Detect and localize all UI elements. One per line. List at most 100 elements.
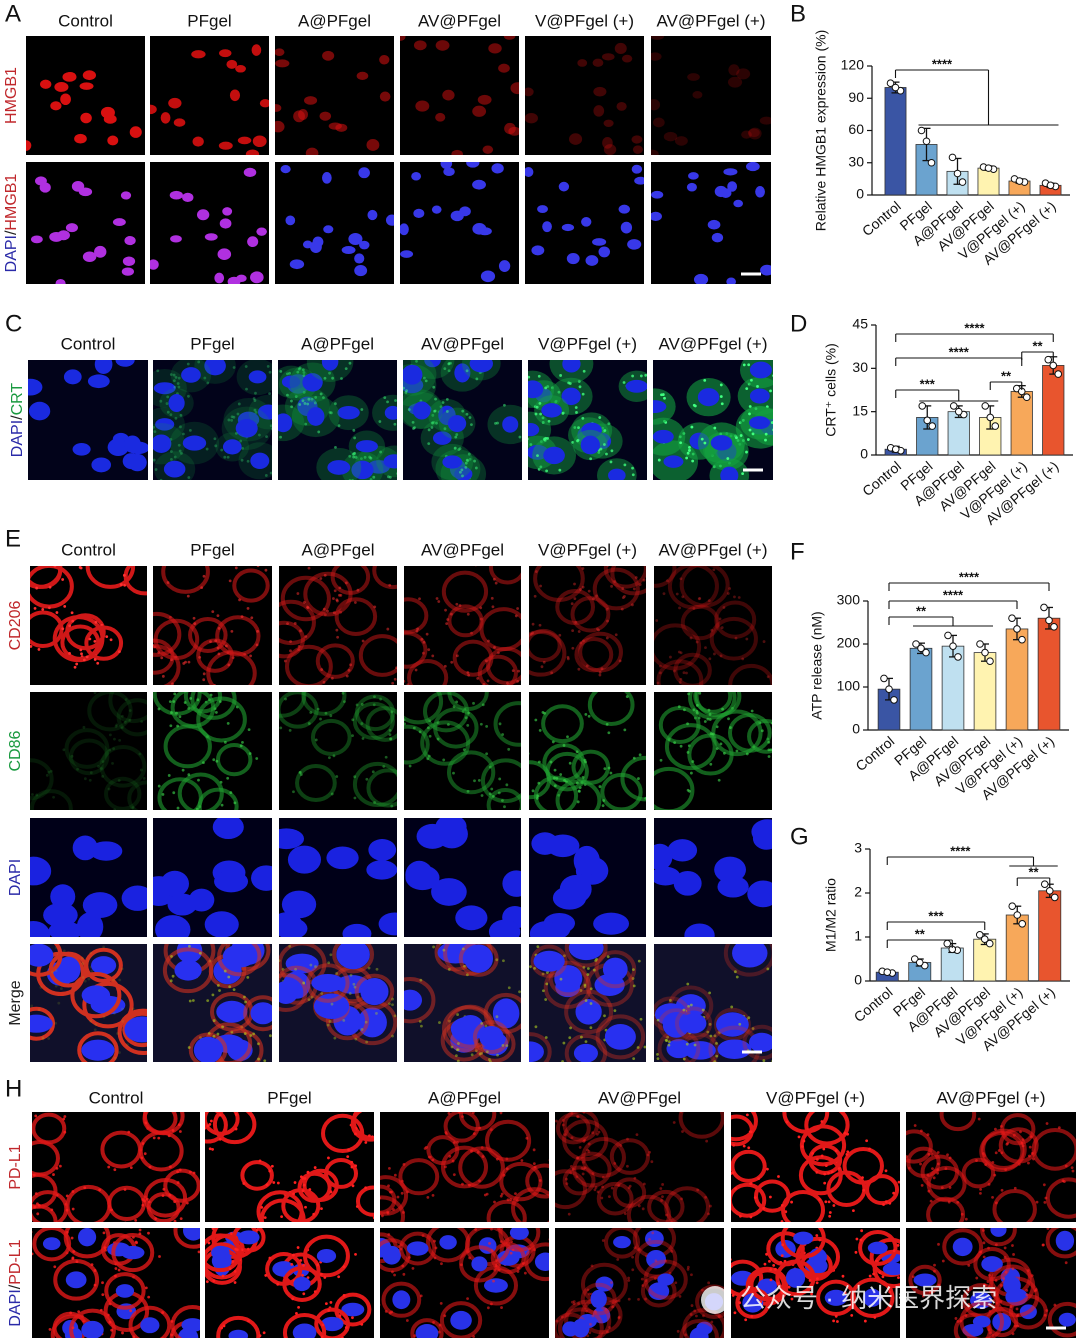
speckle	[884, 1169, 888, 1173]
speckle	[941, 1259, 945, 1263]
membrane	[128, 1305, 172, 1338]
speckle	[329, 953, 333, 957]
data-point	[1018, 635, 1026, 644]
speckle	[765, 1252, 768, 1256]
speckle	[177, 385, 181, 389]
speckle	[582, 965, 586, 969]
speckle	[749, 1215, 753, 1219]
speckle	[521, 1262, 525, 1265]
speckle	[83, 777, 87, 781]
speckle	[868, 1147, 871, 1151]
membrane	[99, 744, 147, 788]
speckle	[691, 760, 695, 763]
speckle	[601, 1175, 605, 1179]
speckle	[539, 440, 543, 443]
speckle	[288, 729, 292, 732]
membrane	[366, 768, 397, 808]
speckle	[258, 1159, 262, 1163]
speckle	[169, 979, 173, 983]
nucleus	[257, 404, 272, 420]
speckle	[120, 967, 124, 971]
speckle	[111, 762, 114, 765]
significance-label: **	[1032, 338, 1043, 353]
speckle	[55, 1166, 59, 1170]
speckle	[249, 1034, 253, 1037]
nucleus	[688, 172, 699, 180]
speckle	[118, 738, 122, 742]
nucleus	[680, 1013, 707, 1034]
speckle	[759, 1300, 763, 1304]
speckle	[118, 978, 122, 982]
speckle	[171, 682, 174, 685]
speckle	[661, 393, 665, 396]
speckle	[158, 1255, 161, 1258]
speckle	[352, 982, 356, 986]
nucleus	[952, 1237, 973, 1257]
membrane	[441, 570, 489, 613]
data-point	[1054, 370, 1063, 378]
speckle	[170, 457, 173, 461]
speckle	[360, 722, 364, 725]
nucleus	[82, 70, 97, 81]
speckle	[605, 636, 609, 640]
speckle	[582, 1167, 586, 1171]
speckle	[128, 718, 132, 722]
membrane	[775, 1259, 816, 1297]
micrograph-bg	[555, 1112, 724, 1222]
speckle	[706, 717, 710, 721]
speckle	[577, 1302, 581, 1305]
speckle	[854, 1250, 858, 1254]
speckle	[1021, 1144, 1025, 1148]
panel-label: A	[5, 0, 21, 27]
speckle	[134, 1218, 138, 1222]
membrane	[447, 604, 484, 638]
micrograph	[731, 1112, 900, 1222]
speckle	[294, 395, 298, 398]
micrograph	[400, 36, 519, 155]
data-point	[958, 178, 967, 186]
speckle	[966, 1337, 970, 1338]
speckle	[709, 1034, 713, 1038]
speckle	[218, 700, 222, 703]
data-point	[910, 955, 919, 963]
speckle	[960, 1212, 964, 1216]
speckle	[354, 1164, 358, 1168]
speckle	[120, 714, 124, 718]
speckle	[243, 1032, 247, 1035]
membrane	[314, 1307, 351, 1338]
speckle	[762, 640, 766, 643]
speckle	[174, 416, 178, 420]
speckle	[170, 711, 173, 715]
speckle	[431, 1158, 435, 1162]
speckle	[639, 1017, 643, 1021]
data-point	[917, 644, 925, 653]
column-header: A@PFgel	[301, 334, 374, 353]
speckle	[418, 1019, 422, 1023]
row-label: CD206	[7, 601, 24, 651]
speckle	[544, 386, 548, 390]
speckle	[322, 607, 326, 611]
speckle	[129, 1309, 133, 1313]
nucleus	[124, 1016, 147, 1043]
speckle	[545, 469, 549, 473]
speckle	[1009, 1305, 1013, 1309]
speckle	[223, 455, 227, 459]
nucleus	[89, 841, 123, 861]
speckle	[422, 376, 426, 380]
speckle	[708, 1204, 712, 1208]
speckle	[576, 1115, 579, 1118]
speckle	[531, 789, 535, 793]
speckle	[335, 599, 339, 603]
speckle	[93, 658, 97, 661]
speckle	[598, 671, 602, 674]
speckle	[715, 1041, 718, 1045]
speckle	[631, 473, 635, 477]
membrane	[596, 1181, 634, 1216]
speckle	[633, 1176, 637, 1180]
membrane	[104, 1272, 146, 1310]
nucleus	[674, 136, 688, 146]
speckle	[790, 1200, 793, 1204]
membrane	[215, 615, 261, 657]
speckle	[567, 381, 571, 385]
